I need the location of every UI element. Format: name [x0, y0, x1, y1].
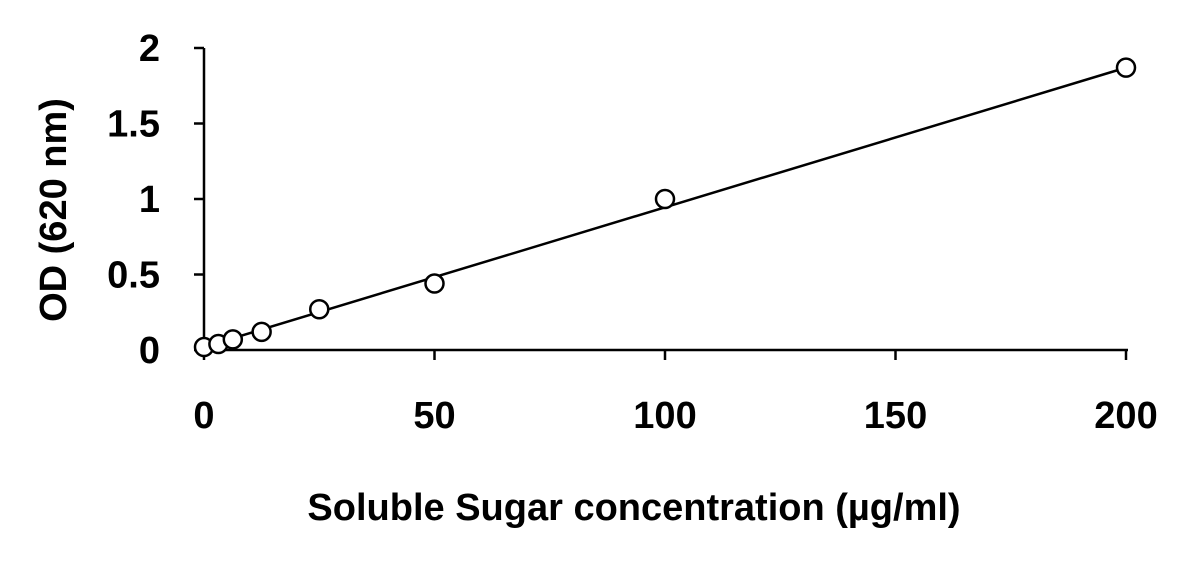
y-tick-label: 1.5 [107, 104, 160, 146]
x-axis-title: Soluble Sugar concentration (µg/ml) [307, 487, 960, 529]
data-point [654, 188, 676, 210]
x-tick-label: 0 [193, 395, 214, 437]
x-ticks: 0 50 100 150 200 [193, 350, 1158, 437]
x-tick-label: 150 [864, 395, 927, 437]
y-tick-label: 0 [139, 330, 160, 372]
y-tick-label: 1 [139, 179, 160, 221]
data-point [1115, 57, 1137, 78]
data-point [309, 298, 330, 320]
x-tick-label: 50 [413, 395, 455, 437]
y-tick-label: 2 [139, 28, 160, 70]
y-axis-title: OD (620 nm) [33, 98, 75, 322]
y-tick-label: 0.5 [107, 255, 160, 297]
x-tick-label: 200 [1094, 395, 1157, 437]
data-point [222, 329, 244, 350]
data-points [193, 57, 1137, 358]
x-tick-label: 100 [633, 395, 696, 437]
y-ticks: 0 0.5 1 1.5 2 [107, 28, 204, 372]
data-point [424, 273, 445, 294]
data-point [251, 321, 272, 343]
